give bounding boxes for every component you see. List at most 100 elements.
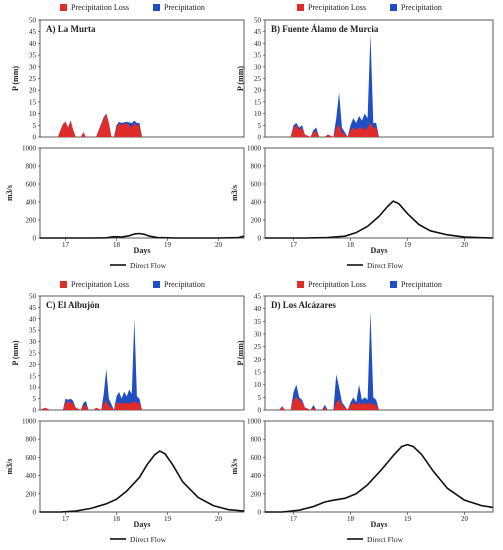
panel-c-group: Precipitation Loss Precipitation 0 5 10 15 20 2… xyxy=(5,280,245,544)
panel-a-precip-ytick-label: 45 xyxy=(29,28,37,36)
panel-a-legend-flow-label: Direct Flow xyxy=(130,261,167,270)
panel-b-precipitation-area xyxy=(265,34,379,137)
panel-b-precip-ytick-label: 45 xyxy=(254,28,262,36)
panel-a-xtick-label: 17 xyxy=(62,241,70,249)
panel-b-xtick-label: 18 xyxy=(347,241,355,249)
panel-c-xtick-label: 20 xyxy=(215,515,223,523)
panel-a-xlabel: Days xyxy=(134,246,151,255)
panel-c-precip-ylabel: P (mm) xyxy=(11,340,20,365)
panel-a-precipitation-loss-area xyxy=(40,113,142,137)
panel-a-flow-frame xyxy=(39,147,245,239)
panel-c-precip-ytick-label: 5 xyxy=(33,395,37,403)
panel-b-legend-loss-label: Precipitation Loss xyxy=(308,3,366,12)
panel-d-precip-ytick-label: 35 xyxy=(254,318,262,326)
panel-a-direct-flow-line xyxy=(40,232,245,239)
panel-d-precip-ytick-label: 15 xyxy=(254,369,262,377)
panel-b-precip-ytick-label: 15 xyxy=(254,98,262,106)
panel-a-flow-ytick-label: 800 xyxy=(26,163,37,171)
panel-b-precip-ytick-label: 0 xyxy=(258,134,262,142)
panel-d-precip-ylabel: P (mm) xyxy=(236,340,245,365)
panel-b-precip-ylabel: P (mm) xyxy=(236,66,245,91)
panel-d-flow-frame xyxy=(264,420,494,513)
panel-b-legend-precip-label: Precipitation xyxy=(401,3,442,12)
panel-b-precip-ytick-label: 35 xyxy=(254,52,262,60)
panel-a-precip-ytick-label: 15 xyxy=(29,98,37,106)
panel-a-legend-precip-swatch xyxy=(153,4,160,11)
panel-c-precip-ytick-label: 20 xyxy=(29,361,37,369)
panel-c-xtick-label: 18 xyxy=(113,515,121,523)
panel-d-xtick-label: 17 xyxy=(290,515,298,523)
panel-b-group: Precipitation Loss Precipitation 0 5 10 15 20 2… xyxy=(230,3,494,270)
panel-c-precip-frame xyxy=(39,295,245,411)
panel-a-precip-ytick-label: 20 xyxy=(29,87,37,95)
panel-c-precipitation-area xyxy=(40,318,142,410)
panel-d-precip-ytick-label: 40 xyxy=(254,305,262,313)
panel-b-precipitation-loss-area xyxy=(265,122,379,137)
panel-c-flow-ytick-label: 600 xyxy=(26,454,37,462)
panel-d-precip-ytick-label: 20 xyxy=(254,356,262,364)
panel-a-legend-precip-label: Precipitation xyxy=(164,3,205,12)
panel-b-legend-flow-label: Direct Flow xyxy=(367,261,404,270)
panel-b-precip-ytick-label: 25 xyxy=(254,75,262,83)
panel-a-flow-ytick-label: 600 xyxy=(26,181,37,189)
panel-d-xlabel: Days xyxy=(371,520,388,529)
panel-b-flow-ylabel: m3/s xyxy=(230,185,239,201)
panel-d-flow-ylabel: m3/s xyxy=(230,459,239,475)
panel-d-direct-flow-line xyxy=(265,443,494,513)
panel-b-flow-ytick-label: 800 xyxy=(251,163,262,171)
panel-a-group: Precipitation Loss Precipitation 0 5 10 15 20 2… xyxy=(5,3,245,255)
panel-a-flow-ytick-label: 200 xyxy=(26,217,37,225)
panel-a-title: A) La Murta xyxy=(46,24,96,34)
panel-d-xtick-label: 19 xyxy=(404,515,412,523)
panel-c-legend-flow-label: Direct Flow xyxy=(130,535,167,544)
panel-b-precip-ytick-label: 40 xyxy=(254,40,262,48)
panel-d-flow-ytick-label: 1000 xyxy=(247,418,262,426)
panel-d-precipitation-loss-area xyxy=(265,397,379,410)
panel-d-legend-precip-label: Precipitation xyxy=(401,280,442,289)
panel-b-precip-ytick-label: 10 xyxy=(254,110,262,118)
panel-c-precip-ytick-label: 0 xyxy=(33,407,37,415)
panel-a-precip-frame xyxy=(39,19,245,138)
panel-b-title: B) Fuente Álamo de Murcia xyxy=(271,24,379,34)
panel-a-flow-ytick-label: 400 xyxy=(26,199,37,207)
panel-c-precip-ytick-label: 50 xyxy=(29,293,37,301)
panel-d-flow-ytick-label: 0 xyxy=(258,509,262,517)
panel-b-xtick-label: 20 xyxy=(461,241,469,249)
panel-d-legend-precip-swatch xyxy=(390,281,397,288)
panel-d-precip-ytick-label: 30 xyxy=(254,331,262,339)
panel-d-flow-ytick-label: 600 xyxy=(251,454,262,462)
panel-b-xlabel: Days xyxy=(371,246,388,255)
panel-d-flow-ytick-label: 200 xyxy=(251,490,262,498)
panel-b-flow-frame xyxy=(264,147,494,239)
panel-c-precip-ytick-label: 25 xyxy=(29,350,37,358)
panel-b-precip-ytick-label: 30 xyxy=(254,63,262,71)
panel-d-precipitation-area xyxy=(265,311,379,410)
panel-d-group: Precipitation Loss Precipitation 0 5 10 15 20 2… xyxy=(230,280,494,544)
panel-a-precip-ytick-label: 10 xyxy=(29,110,37,118)
panel-a-precip-ytick-label: 50 xyxy=(29,17,37,25)
panel-c-xtick-label: 17 xyxy=(62,515,70,523)
panel-b-flow-ytick-label: 400 xyxy=(251,199,262,207)
panel-b-direct-flow-line xyxy=(265,200,494,239)
panel-a-precip-ytick-label: 5 xyxy=(33,122,37,130)
panel-c-precip-ytick-label: 45 xyxy=(29,304,37,312)
panel-c-flow-ytick-label: 800 xyxy=(26,436,37,444)
panel-a-precip-ytick-label: 40 xyxy=(29,40,37,48)
panel-a-legend-loss-label: Precipitation Loss xyxy=(71,3,129,12)
panel-a-precip-ytick-label: 0 xyxy=(33,134,37,142)
panel-a-xtick-label: 19 xyxy=(164,241,172,249)
panel-c-flow-frame xyxy=(39,420,245,513)
panel-c-legend-loss-swatch xyxy=(60,281,67,288)
panel-b-precip-ytick-label: 5 xyxy=(258,122,262,130)
panel-d-precip-ytick-label: 10 xyxy=(254,381,262,389)
panel-d-title: D) Los Alcázares xyxy=(271,300,336,310)
panel-a-precip-ylabel: P (mm) xyxy=(11,66,20,91)
panel-c-title: C) El Albujón xyxy=(46,300,100,310)
panel-a-legend-loss-swatch xyxy=(60,4,67,11)
panel-c-flow-ytick-label: 200 xyxy=(26,490,37,498)
panel-d-legend-loss-swatch xyxy=(297,281,304,288)
panel-c-flow-ytick-label: 1000 xyxy=(22,418,37,426)
panel-c-precipitation-loss-area xyxy=(40,400,142,410)
panel-c-legend-precip-swatch xyxy=(153,281,160,288)
